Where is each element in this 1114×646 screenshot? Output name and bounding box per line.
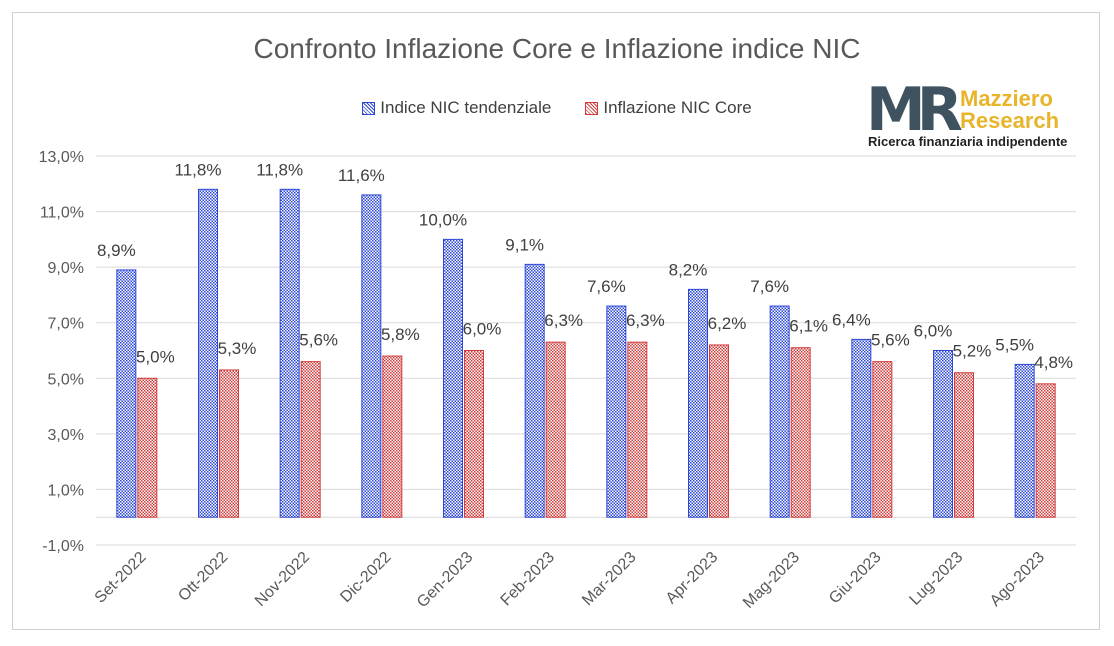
bar-core <box>464 350 484 518</box>
y-tick-label: -1,0% <box>42 538 84 555</box>
data-label-nic: 9,1% <box>505 235 544 254</box>
x-category-label: Lug-2023 <box>906 549 966 609</box>
data-label-core: 6,2% <box>708 314 747 333</box>
bar-nic <box>116 269 137 518</box>
data-label-nic: 8,9% <box>97 241 136 260</box>
data-label-core: 6,0% <box>463 320 502 339</box>
data-label-core: 5,6% <box>299 331 338 350</box>
y-tick-label: 5,0% <box>48 371 84 388</box>
data-label-nic: 7,6% <box>587 277 626 296</box>
bar-nic <box>933 350 953 518</box>
bar-nic <box>1014 363 1035 518</box>
y-tick-label: 11,0% <box>40 205 84 222</box>
chart-frame <box>12 12 1100 630</box>
data-label-core: 5,0% <box>136 347 175 366</box>
data-label-nic: 5,5% <box>995 335 1034 354</box>
x-category-label: Giu-2023 <box>826 549 885 608</box>
bar-core <box>627 341 648 518</box>
bar-nic <box>279 188 300 518</box>
chart-title: Confronto Inflazione Core e Inflazione i… <box>253 33 861 64</box>
x-category-label: Ott-2022 <box>175 549 231 605</box>
data-label-nic: 8,2% <box>669 260 708 279</box>
legend-label-core: Inflazione NIC Core <box>603 98 752 117</box>
data-label-core: 5,8% <box>381 325 420 344</box>
data-label-nic: 11,6% <box>338 166 385 185</box>
bar-nic <box>198 188 218 518</box>
logo-mark: MR <box>866 75 963 145</box>
bar-nic <box>769 305 790 518</box>
bar-core <box>709 344 729 518</box>
x-category-label: Mar-2023 <box>579 549 640 610</box>
logo: MR Mazziero Research Ricerca finanziaria… <box>862 80 1072 150</box>
data-label-nic: 10,0% <box>419 210 467 229</box>
data-label-nic: 7,6% <box>750 277 789 296</box>
data-label-core: 5,2% <box>953 342 992 361</box>
x-category-label: Ago-2023 <box>987 549 1048 610</box>
bar-core <box>954 372 974 518</box>
data-label-core: 6,1% <box>789 317 828 336</box>
x-category-label: Gen-2023 <box>414 549 476 611</box>
data-label-nic: 11,8% <box>256 160 303 179</box>
x-category-label: Mag-2023 <box>740 549 803 612</box>
bar-nic <box>688 288 708 518</box>
legend: Indice NIC tendenziale Inflazione NIC Co… <box>0 98 1114 118</box>
bar-core <box>872 361 893 518</box>
x-category-label: Set-2022 <box>92 549 150 607</box>
data-label-core: 6,3% <box>626 311 665 330</box>
bar-nic <box>606 305 627 518</box>
y-tick-label: 1,0% <box>48 482 84 499</box>
x-category-label: Feb-2023 <box>498 549 559 610</box>
bar-nic <box>443 238 463 518</box>
x-category-label: Apr-2023 <box>663 549 722 608</box>
bar-nic <box>361 194 382 518</box>
legend-label-nic: Indice NIC tendenziale <box>380 98 552 117</box>
legend-item-core: Inflazione NIC Core <box>585 98 752 118</box>
bar-nic <box>524 263 545 518</box>
data-label-nic: 11,8% <box>175 160 222 179</box>
y-tick-label: 13,0% <box>39 149 84 166</box>
x-category-label: Nov-2022 <box>252 549 313 610</box>
x-category-label: Dic-2022 <box>337 549 394 606</box>
data-label-core: 5,3% <box>218 339 257 358</box>
legend-item-nic: Indice NIC tendenziale <box>362 98 551 118</box>
data-label-nic: 6,0% <box>914 322 953 341</box>
logo-tagline: Ricerca finanziaria indipendente <box>868 134 1068 149</box>
bar-core <box>219 369 239 518</box>
bar-core <box>300 361 321 518</box>
legend-swatch-nic <box>362 101 376 115</box>
bar-core <box>545 341 566 518</box>
bar-core <box>790 347 811 518</box>
logo-name: Mazziero Research <box>960 86 1060 133</box>
legend-swatch-core <box>585 101 599 115</box>
data-label-core: 6,3% <box>544 311 583 330</box>
data-label-core: 4,8% <box>1034 353 1073 372</box>
bar-core <box>137 377 158 518</box>
y-tick-label: 7,0% <box>48 316 84 333</box>
data-label-core: 5,6% <box>871 331 910 350</box>
y-tick-label: 9,0% <box>48 260 84 277</box>
bar-nic <box>851 338 872 518</box>
data-label-nic: 6,4% <box>832 310 871 329</box>
bar-core <box>382 355 403 518</box>
bar-core <box>1035 383 1056 518</box>
y-tick-label: 3,0% <box>48 427 84 444</box>
